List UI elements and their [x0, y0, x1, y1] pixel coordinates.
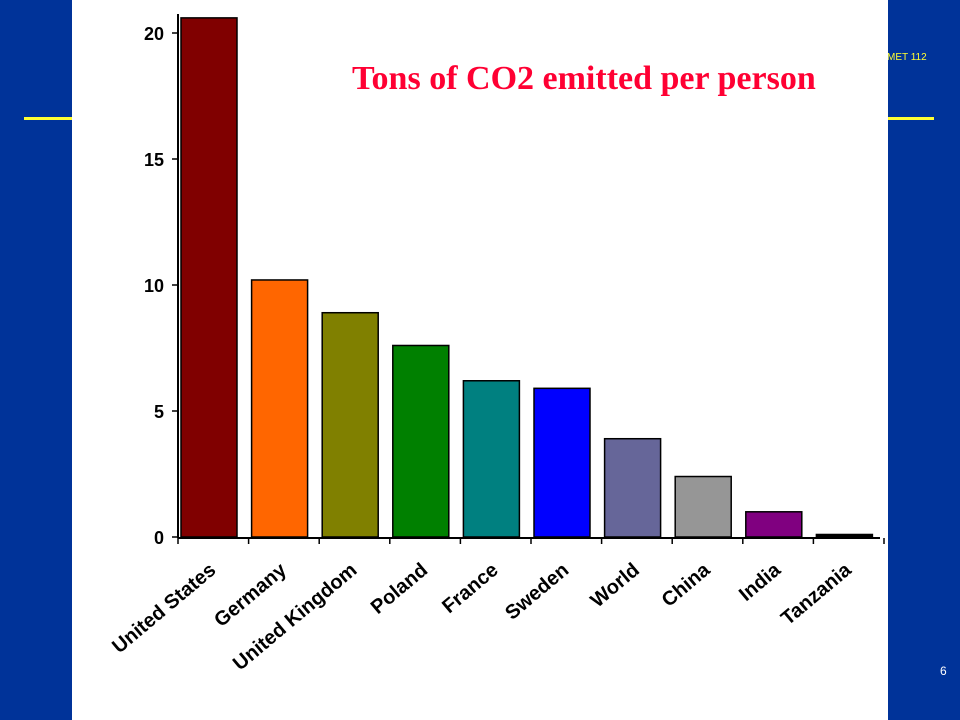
- title-rule-left: [24, 117, 76, 120]
- bar-germany: [250, 279, 309, 538]
- y-tick-label: 20: [144, 24, 164, 44]
- chart-panel: 0 5 10 15 20 United States Germany United King…: [72, 0, 888, 720]
- y-tick-label: 5: [154, 402, 164, 422]
- x-category-label: Poland: [367, 559, 432, 619]
- bar-india: [745, 511, 803, 538]
- bar-sweden: [533, 387, 591, 538]
- x-category-label: France: [438, 559, 502, 618]
- x-category-label: India: [735, 558, 786, 605]
- title-rule-right: [888, 117, 934, 120]
- axes-group: [177, 14, 885, 544]
- y-tick-label: 15: [144, 150, 164, 170]
- y-tick-label: 0: [154, 528, 164, 548]
- x-category-label: Sweden: [501, 559, 573, 624]
- bar-united-states: [180, 17, 238, 538]
- x-category-label: World: [587, 559, 644, 612]
- x-category-label: China: [658, 558, 715, 611]
- bar-world: [603, 437, 662, 538]
- bar-tanzania: [815, 533, 874, 538]
- x-category-label: Tanzania: [777, 558, 856, 629]
- course-code: MET 112: [887, 52, 927, 63]
- bar-france: [462, 380, 521, 538]
- bar-china: [674, 475, 732, 538]
- bar-united-kingdom: [321, 311, 379, 538]
- chart-title: Tons of CO2 emitted per person: [352, 60, 816, 97]
- y-tick-label: 10: [144, 276, 164, 296]
- bar-poland: [392, 344, 450, 538]
- x-category-label: United States: [108, 559, 220, 658]
- bars-group: [180, 17, 874, 538]
- y-ticks-group: 0 5 10 15 20: [144, 24, 178, 548]
- slide-number: 6: [940, 664, 947, 678]
- x-category-label: United Kingdom: [229, 559, 361, 675]
